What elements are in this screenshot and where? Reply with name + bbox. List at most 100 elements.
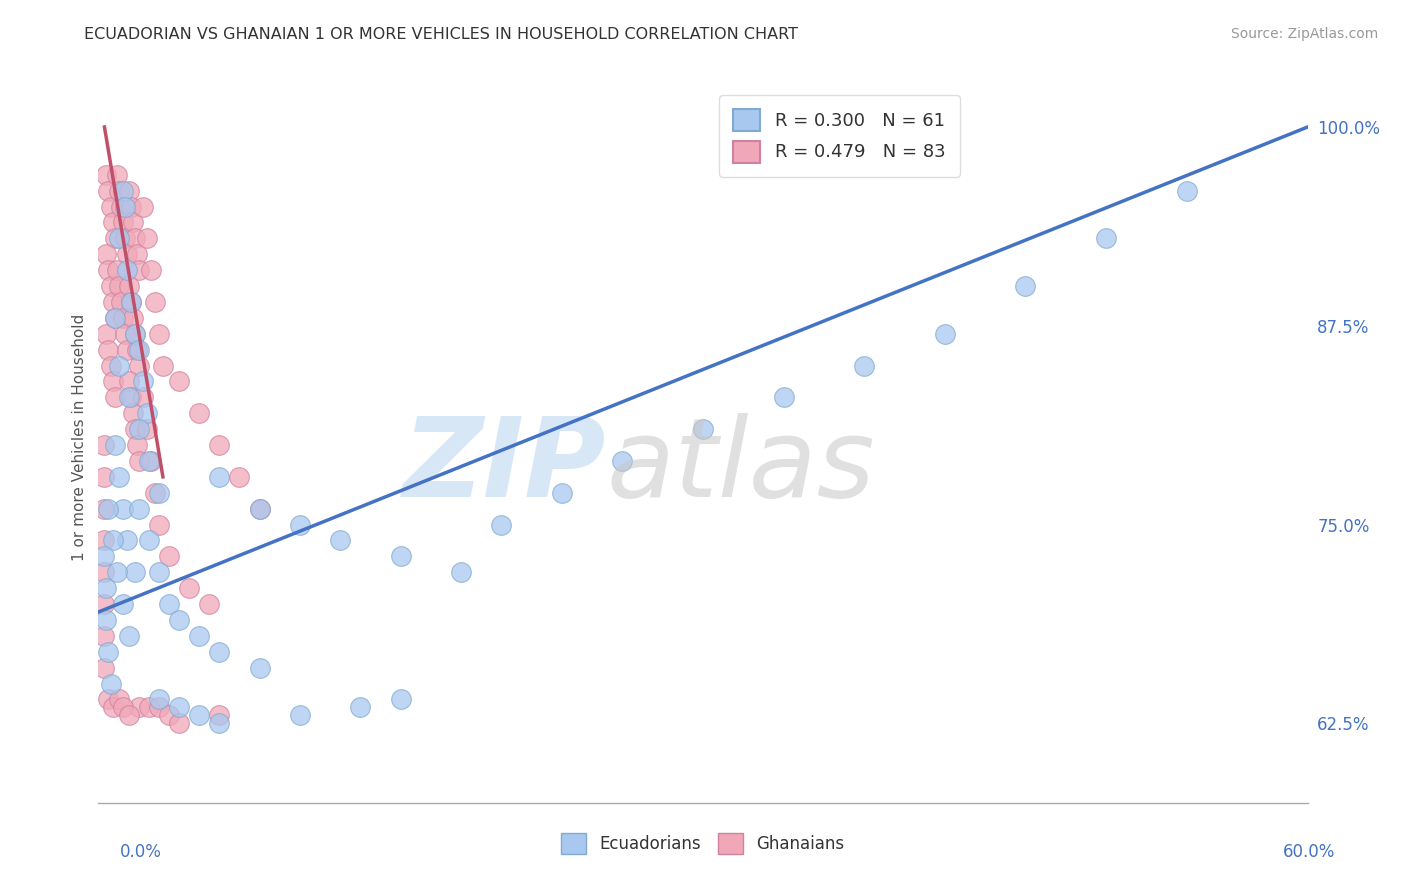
Point: [208, 708, 231, 723]
Point: [143, 485, 166, 500]
Point: [100, 359, 122, 373]
Point: [121, 406, 143, 420]
Point: [93, 566, 115, 580]
Point: [96, 613, 118, 627]
Point: [103, 390, 125, 404]
Point: [128, 700, 150, 714]
Point: [389, 692, 412, 706]
Point: [288, 517, 311, 532]
Point: [124, 422, 146, 436]
Point: [114, 200, 136, 214]
Point: [93, 438, 115, 452]
Point: [107, 692, 129, 706]
Point: [157, 597, 180, 611]
Point: [110, 200, 132, 214]
Point: [125, 247, 148, 261]
Point: [135, 231, 157, 245]
Point: [97, 645, 120, 659]
Point: [111, 597, 134, 611]
Text: ECUADORIAN VS GHANAIAN 1 OR MORE VEHICLES IN HOUSEHOLD CORRELATION CHART: ECUADORIAN VS GHANAIAN 1 OR MORE VEHICLE…: [84, 27, 799, 42]
Point: [138, 533, 160, 548]
Point: [167, 613, 190, 627]
Point: [1095, 231, 1118, 245]
Point: [93, 470, 115, 484]
Point: [208, 470, 231, 484]
Point: [349, 700, 371, 714]
Point: [101, 215, 124, 229]
Point: [124, 326, 146, 341]
Point: [138, 454, 160, 468]
Point: [692, 422, 714, 436]
Point: [188, 708, 211, 723]
Point: [97, 501, 120, 516]
Point: [128, 359, 150, 373]
Point: [100, 676, 122, 690]
Point: [93, 549, 115, 564]
Point: [120, 294, 142, 309]
Point: [101, 533, 124, 548]
Point: [198, 597, 221, 611]
Point: [772, 390, 794, 404]
Point: [93, 597, 115, 611]
Point: [132, 200, 155, 214]
Point: [121, 310, 143, 325]
Point: [100, 200, 122, 214]
Point: [128, 422, 150, 436]
Point: [115, 263, 138, 277]
Point: [138, 700, 160, 714]
Point: [148, 692, 170, 706]
Y-axis label: 1 or more Vehicles in Household: 1 or more Vehicles in Household: [72, 313, 87, 561]
Point: [107, 184, 129, 198]
Point: [450, 566, 472, 580]
Point: [111, 310, 134, 325]
Point: [105, 263, 128, 277]
Point: [96, 247, 118, 261]
Point: [188, 406, 211, 420]
Point: [105, 168, 128, 182]
Text: Source: ZipAtlas.com: Source: ZipAtlas.com: [1230, 27, 1378, 41]
Point: [128, 263, 150, 277]
Point: [111, 215, 134, 229]
Text: ZIP: ZIP: [402, 413, 606, 520]
Point: [107, 231, 129, 245]
Point: [97, 184, 120, 198]
Point: [103, 231, 125, 245]
Point: [128, 343, 150, 357]
Text: 0.0%: 0.0%: [120, 843, 162, 861]
Point: [107, 279, 129, 293]
Point: [329, 533, 352, 548]
Point: [103, 310, 125, 325]
Point: [120, 200, 142, 214]
Point: [143, 294, 166, 309]
Point: [93, 501, 115, 516]
Point: [118, 390, 141, 404]
Point: [228, 470, 250, 484]
Point: [179, 581, 201, 595]
Point: [110, 294, 132, 309]
Point: [288, 708, 311, 723]
Text: 60.0%: 60.0%: [1284, 843, 1336, 861]
Point: [101, 294, 124, 309]
Point: [148, 485, 170, 500]
Point: [120, 390, 142, 404]
Point: [148, 700, 170, 714]
Point: [148, 566, 170, 580]
Point: [93, 533, 115, 548]
Point: [132, 390, 155, 404]
Point: [124, 231, 146, 245]
Point: [93, 660, 115, 674]
Point: [389, 549, 412, 564]
Point: [97, 263, 120, 277]
Point: [135, 406, 157, 420]
Point: [139, 263, 162, 277]
Point: [249, 501, 271, 516]
Point: [118, 629, 141, 643]
Point: [101, 700, 124, 714]
Point: [107, 470, 129, 484]
Point: [114, 231, 136, 245]
Point: [107, 359, 129, 373]
Point: [1014, 279, 1036, 293]
Point: [125, 438, 148, 452]
Point: [551, 485, 574, 500]
Point: [115, 533, 138, 548]
